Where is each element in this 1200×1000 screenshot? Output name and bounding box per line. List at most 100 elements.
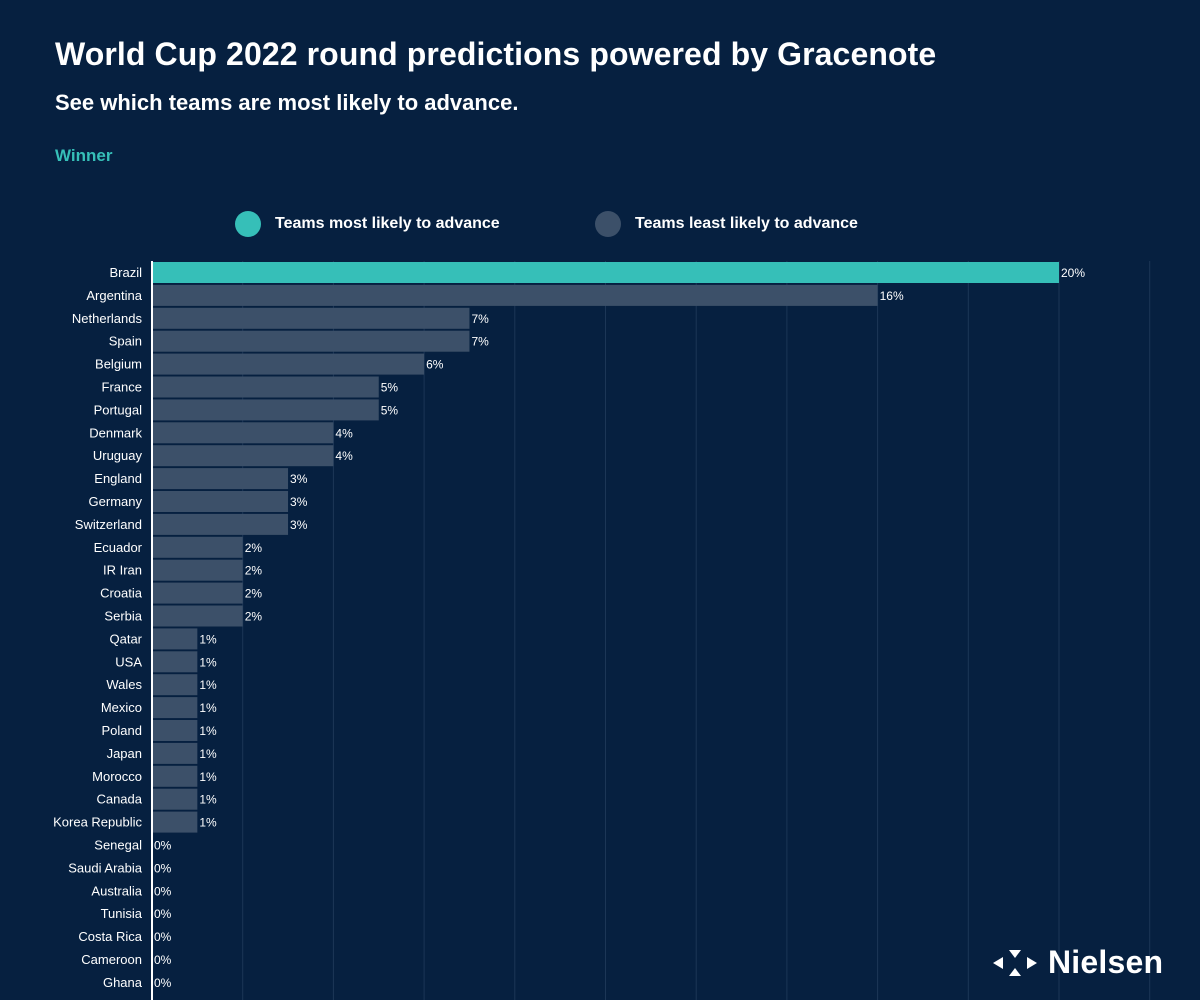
value-label: 4% <box>335 449 353 463</box>
bar-poland <box>152 720 198 741</box>
bar-mexico <box>152 697 198 719</box>
bar-morocco <box>152 765 198 787</box>
legend-item-least-likely: Teams least likely to advance <box>595 211 858 237</box>
value-label: 20% <box>1061 266 1085 280</box>
category-label: USA <box>115 654 142 669</box>
category-label: Spain <box>109 334 142 349</box>
value-label: 1% <box>199 632 217 646</box>
value-label: 0% <box>154 953 172 967</box>
bar-croatia <box>152 582 243 604</box>
bar-spain <box>152 330 470 352</box>
category-label: Denmark <box>89 425 142 440</box>
bar-england <box>152 468 289 490</box>
category-label: Brazil <box>109 265 142 280</box>
value-label: 6% <box>426 358 444 372</box>
category-label: Tunisia <box>101 906 143 921</box>
legend-dot-icon <box>595 211 621 237</box>
bar-uruguay <box>152 445 334 467</box>
bar-korea-republic <box>152 811 198 833</box>
value-label: 7% <box>471 335 489 349</box>
value-label: 0% <box>154 976 172 990</box>
bar-usa <box>152 651 198 673</box>
category-label: Canada <box>96 792 142 807</box>
value-label: 5% <box>381 381 399 395</box>
category-label: Argentina <box>86 288 142 303</box>
bar-serbia <box>152 605 243 627</box>
category-label: Poland <box>102 723 142 738</box>
value-label: 1% <box>199 793 217 807</box>
bar-ir-iran <box>152 559 243 581</box>
chart-title: World Cup 2022 round predictions powered… <box>55 36 937 72</box>
category-label: Croatia <box>100 586 143 601</box>
legend-label-least-likely: Teams least likely to advance <box>635 215 858 232</box>
nielsen-logo-icon <box>993 949 1037 976</box>
category-label: Ecuador <box>94 540 143 555</box>
category-label: Australia <box>91 883 142 898</box>
nielsen-logo: Nielsen <box>992 944 1163 981</box>
value-label: 0% <box>154 907 172 921</box>
category-label: Mexico <box>101 700 142 715</box>
value-label: 2% <box>245 564 263 578</box>
legend-dot-icon <box>235 211 261 237</box>
value-label: 7% <box>471 312 489 326</box>
value-label: 1% <box>199 770 217 784</box>
value-label: 5% <box>381 403 399 417</box>
value-label: 2% <box>245 610 263 624</box>
category-label: Morocco <box>92 769 142 784</box>
category-label: Portugal <box>94 402 143 417</box>
value-label: 3% <box>290 518 308 532</box>
nielsen-logo-text: Nielsen <box>1048 944 1164 980</box>
category-label: Qatar <box>109 631 142 646</box>
category-label: Wales <box>106 677 142 692</box>
bar-qatar <box>152 628 198 650</box>
category-label: Switzerland <box>75 517 142 532</box>
category-label: Uruguay <box>93 448 143 463</box>
round-tab-winner[interactable]: Winner <box>55 146 113 165</box>
value-label: 0% <box>154 839 172 853</box>
bar-germany <box>152 491 289 512</box>
category-label: IR Iran <box>103 563 142 578</box>
category-label: Netherlands <box>72 311 143 326</box>
category-label: England <box>94 471 142 486</box>
value-label: 3% <box>290 495 308 509</box>
category-label: Costa Rica <box>78 929 142 944</box>
bar-netherlands <box>152 307 470 329</box>
bar-brazil <box>152 262 1059 283</box>
legend-label-most-likely: Teams most likely to advance <box>275 215 500 232</box>
value-label: 1% <box>199 747 217 761</box>
category-label: Japan <box>107 746 142 761</box>
value-label: 2% <box>245 541 263 555</box>
category-label: Saudi Arabia <box>68 860 142 875</box>
bar-japan <box>152 742 198 764</box>
category-label: Cameroon <box>81 952 142 967</box>
value-label: 0% <box>154 884 172 898</box>
bar-argentina <box>152 284 878 306</box>
bar-switzerland <box>152 513 289 535</box>
category-label: Senegal <box>94 838 142 853</box>
bar-france <box>152 376 379 398</box>
bar-ecuador <box>152 536 243 558</box>
value-label: 0% <box>154 930 172 944</box>
value-label: 1% <box>199 678 217 692</box>
category-label: Belgium <box>95 357 142 372</box>
category-label: Ghana <box>103 975 143 990</box>
bar-belgium <box>152 353 425 375</box>
category-label: Serbia <box>104 609 142 624</box>
value-label: 1% <box>199 701 217 715</box>
bar-wales <box>152 674 198 696</box>
value-label: 2% <box>245 587 263 601</box>
value-label: 3% <box>290 472 308 486</box>
value-label: 4% <box>335 426 353 440</box>
value-label: 1% <box>199 655 217 669</box>
value-label: 0% <box>154 861 172 875</box>
bar-canada <box>152 788 198 810</box>
category-label: France <box>102 380 142 395</box>
value-label: 1% <box>199 816 217 830</box>
value-label: 16% <box>880 289 904 303</box>
legend-item-most-likely: Teams most likely to advance <box>235 211 500 237</box>
category-label: Korea Republic <box>53 815 142 830</box>
category-label: Germany <box>89 494 143 509</box>
bar-denmark <box>152 422 334 444</box>
bar-portugal <box>152 399 379 421</box>
